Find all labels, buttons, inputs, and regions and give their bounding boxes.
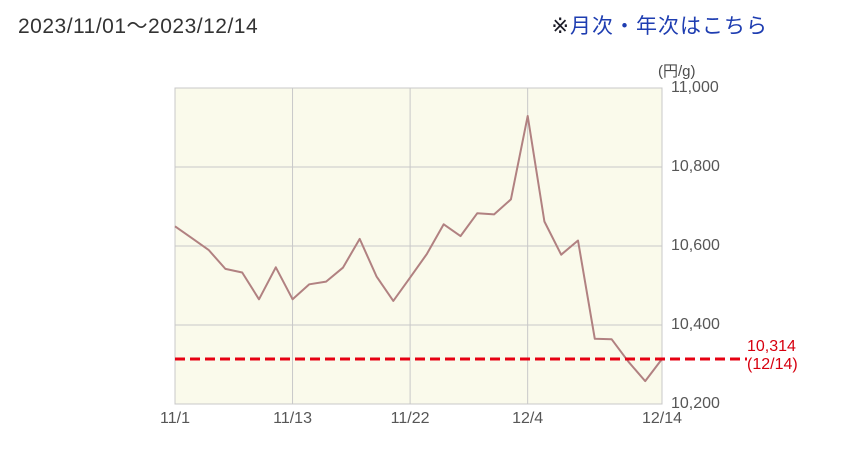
y-axis-tick-label: 11,000	[671, 79, 719, 96]
x-axis-tick-label: 12/14	[641, 410, 683, 427]
unit-label: (円/g)	[658, 63, 696, 80]
x-axis-tick-label: 11/22	[390, 410, 430, 427]
x-axis-tick-label: 12/4	[512, 410, 544, 427]
note-mark: ※	[551, 15, 570, 38]
price-series-line	[174, 115, 663, 383]
monthly-yearly-link-label: 月次・年次はこちら	[570, 15, 768, 38]
annotation-date: (12/14)	[747, 356, 798, 373]
y-axis-tick-label: 10,400	[671, 316, 720, 333]
y-axis-tick-label: 10,800	[671, 158, 720, 175]
y-axis-tick-label: 10,200	[671, 395, 720, 412]
annotation-value: 10,314	[747, 338, 796, 355]
x-axis-tick-label: 11/13	[273, 410, 312, 427]
x-axis-tick-label: 11/1	[160, 410, 190, 427]
latest-price-annotation: 10,314 (12/14)	[747, 338, 798, 374]
y-axis-tick-label: 10,600	[671, 237, 720, 254]
date-range-title: 2023/11/01～2023/12/14	[18, 15, 259, 38]
monthly-yearly-link[interactable]: ※月次・年次はこちら	[551, 10, 768, 40]
